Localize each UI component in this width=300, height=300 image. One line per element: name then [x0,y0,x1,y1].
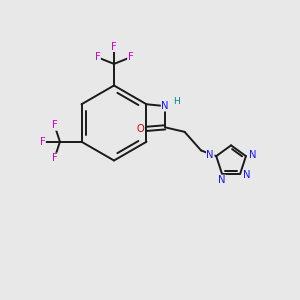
Text: F: F [40,137,45,147]
Text: N: N [243,170,250,180]
Text: N: N [249,150,256,160]
Text: F: F [52,120,57,130]
Text: F: F [111,41,117,52]
Text: N: N [218,175,226,185]
Text: N: N [206,150,214,160]
Text: N: N [161,101,169,111]
Text: H: H [173,97,180,106]
Text: F: F [52,153,57,163]
Text: F: F [94,52,100,62]
Text: O: O [136,124,144,134]
Text: F: F [128,52,134,62]
